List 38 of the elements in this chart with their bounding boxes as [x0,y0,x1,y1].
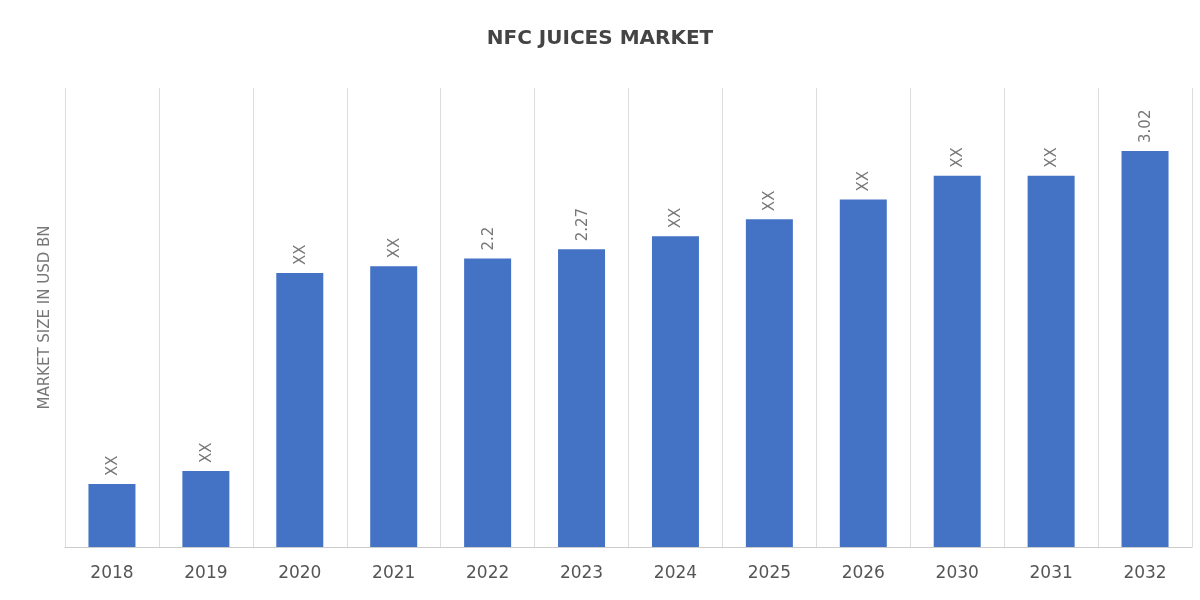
bar [1027,175,1075,547]
x-tick-label: 2031 [1029,561,1073,582]
bar [464,258,512,547]
bar [651,236,699,547]
bar [933,175,981,547]
bar [745,219,793,547]
x-tick-label: 2021 [372,561,416,582]
data-label: XX [854,170,873,192]
bar [1121,150,1169,547]
x-tick-label: 2026 [841,561,885,582]
bar [88,484,136,547]
data-label: 2.2 [478,226,497,251]
data-label: XX [760,190,779,212]
data-label: XX [384,237,403,259]
x-tick-label: 2022 [465,561,510,582]
data-label: XX [948,147,967,168]
data-label: 2.27 [572,207,591,242]
x-tick-label: 2032 [1123,561,1167,582]
bar [276,272,324,547]
x-tick-label: 2024 [653,561,698,582]
bar [839,199,887,547]
x-tick-label: 2020 [278,561,322,582]
bar [370,266,418,547]
bar [558,249,606,547]
data-label: XX [1042,147,1061,168]
data-label: 3.02 [1136,109,1155,143]
x-tick-label: 2025 [747,561,792,582]
x-tick-label: 2019 [184,561,228,582]
y-axis-title: MARKET SIZE IN USD BN [34,225,53,410]
x-tick-label: 2030 [935,561,979,582]
x-tick-label: 2018 [90,561,134,582]
data-label: XX [196,442,215,463]
data-label: XX [102,455,121,477]
x-tick-label: 2023 [559,561,604,582]
chart-title: NFC JUICES MARKET [486,25,714,49]
data-label: XX [666,207,685,229]
data-label: XX [290,244,309,265]
bar [182,470,230,547]
